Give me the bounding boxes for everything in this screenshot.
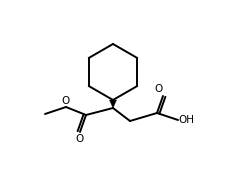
Text: O: O [76,134,84,144]
Text: OH: OH [177,115,193,125]
Text: O: O [154,84,162,94]
Text: O: O [62,96,70,106]
Polygon shape [109,100,116,108]
